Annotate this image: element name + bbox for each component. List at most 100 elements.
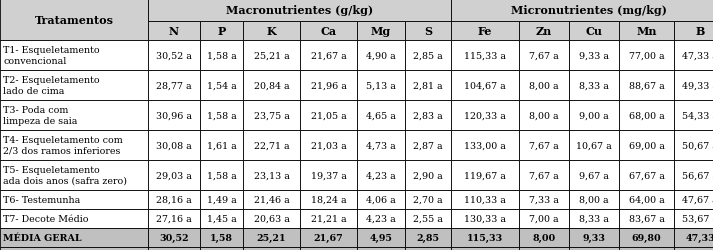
Bar [243, 190, 300, 209]
Text: Micronutrientes (mg/kg): Micronutrientes (mg/kg) [511, 6, 667, 16]
Text: 8,33 a: 8,33 a [579, 214, 609, 223]
Bar [451, 160, 519, 190]
Text: 29,03 a: 29,03 a [156, 171, 192, 180]
Text: 1,61 a: 1,61 a [207, 141, 237, 150]
Text: 9,67 a: 9,67 a [579, 171, 609, 180]
Text: T3- Poda com
limpeza de saia: T3- Poda com limpeza de saia [3, 106, 78, 125]
Text: 7,67 a: 7,67 a [529, 141, 559, 150]
Bar [451, 190, 519, 209]
Text: 23,75 a: 23,75 a [254, 111, 289, 120]
Text: 1,58 a: 1,58 a [207, 171, 237, 180]
Bar [619, 100, 674, 130]
Text: 49,33 a: 49,33 a [682, 81, 713, 90]
Bar [148, 160, 200, 190]
Text: 21,67 a: 21,67 a [311, 51, 347, 60]
Text: K: K [267, 26, 277, 37]
Text: 4,73 a: 4,73 a [366, 141, 396, 150]
Bar [674, 209, 713, 228]
Text: 47,33: 47,33 [685, 233, 713, 242]
Text: P: P [217, 26, 225, 37]
Text: 28,16 a: 28,16 a [156, 195, 192, 204]
Text: 9,33 a: 9,33 a [579, 51, 609, 60]
Bar [300, 160, 357, 190]
Text: 27,16 a: 27,16 a [156, 214, 192, 223]
Bar [619, 22, 674, 41]
Text: 2,85 a: 2,85 a [413, 51, 443, 60]
Bar [674, 160, 713, 190]
Bar [0, 209, 148, 228]
Bar [357, 160, 405, 190]
Text: 120,33 a: 120,33 a [464, 111, 506, 120]
Text: Ca: Ca [320, 26, 337, 37]
Bar [451, 228, 519, 247]
Bar [243, 247, 300, 250]
Bar [357, 41, 405, 71]
Bar [0, 0, 148, 41]
Bar [0, 228, 148, 247]
Text: 9,00 a: 9,00 a [579, 111, 609, 120]
Bar [405, 22, 451, 41]
Text: 22,71 a: 22,71 a [254, 141, 289, 150]
Text: MÉDIA GERAL: MÉDIA GERAL [3, 233, 81, 242]
Bar [451, 100, 519, 130]
Bar [0, 41, 148, 71]
Bar [357, 71, 405, 101]
Bar [300, 71, 357, 101]
Bar [619, 209, 674, 228]
Bar [519, 247, 569, 250]
Bar [519, 160, 569, 190]
Bar [451, 209, 519, 228]
Bar [243, 228, 300, 247]
Bar [619, 71, 674, 101]
Bar [405, 130, 451, 160]
Text: 23,13 a: 23,13 a [254, 171, 289, 180]
Bar [300, 209, 357, 228]
Bar [148, 209, 200, 228]
Text: 8,33 a: 8,33 a [579, 81, 609, 90]
Bar [200, 228, 243, 247]
Text: 19,37 a: 19,37 a [311, 171, 347, 180]
Bar [300, 190, 357, 209]
Bar [243, 100, 300, 130]
Text: 83,67 a: 83,67 a [629, 214, 665, 223]
Bar [569, 22, 619, 41]
Text: 21,05 a: 21,05 a [311, 111, 347, 120]
Bar [200, 100, 243, 130]
Text: 30,52: 30,52 [159, 233, 189, 242]
Text: 7,33 a: 7,33 a [529, 195, 559, 204]
Text: 1,45 a: 1,45 a [207, 214, 237, 223]
Bar [0, 71, 148, 101]
Bar [569, 100, 619, 130]
Bar [451, 0, 713, 22]
Bar [674, 228, 713, 247]
Bar [300, 247, 357, 250]
Text: 119,67 a: 119,67 a [464, 171, 506, 180]
Text: Tratamentos: Tratamentos [34, 15, 113, 26]
Text: 30,52 a: 30,52 a [156, 51, 192, 60]
Text: 47,33 a: 47,33 a [682, 51, 713, 60]
Text: 4,65 a: 4,65 a [366, 111, 396, 120]
Text: 25,21: 25,21 [257, 233, 287, 242]
Text: 18,24 a: 18,24 a [311, 195, 347, 204]
Text: 54,33 a: 54,33 a [682, 111, 713, 120]
Bar [148, 190, 200, 209]
Text: 20,63 a: 20,63 a [254, 214, 289, 223]
Text: 8,00 a: 8,00 a [529, 111, 559, 120]
Text: 53,67 a: 53,67 a [682, 214, 713, 223]
Bar [300, 100, 357, 130]
Text: 68,00 a: 68,00 a [629, 111, 665, 120]
Bar [200, 41, 243, 71]
Text: S: S [424, 26, 432, 37]
Text: 25,21 a: 25,21 a [254, 51, 289, 60]
Bar [519, 190, 569, 209]
Text: 2,81 a: 2,81 a [414, 81, 443, 90]
Bar [243, 71, 300, 101]
Text: Mg: Mg [371, 26, 391, 37]
Bar [519, 22, 569, 41]
Bar [405, 71, 451, 101]
Text: B: B [695, 26, 704, 37]
Bar [519, 100, 569, 130]
Text: 4,23 a: 4,23 a [366, 171, 396, 180]
Text: 1,54 a: 1,54 a [207, 81, 237, 90]
Bar [674, 100, 713, 130]
